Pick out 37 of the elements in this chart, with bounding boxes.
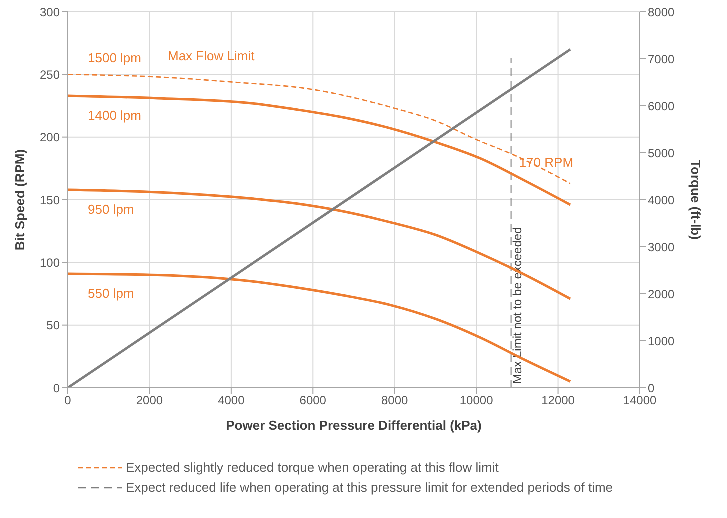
y-tick-label: 100: [40, 256, 60, 270]
y-tick-label: 300: [40, 5, 60, 20]
y2-tick-label: 7000: [648, 52, 676, 66]
x-tick-label: 2000: [136, 394, 164, 408]
y-tick-label: 50: [46, 318, 60, 333]
x-tick-label: 8000: [382, 394, 409, 408]
series-label: 1400 lpm: [88, 108, 142, 123]
y2-tick-label: 0: [648, 381, 655, 396]
line-series: [68, 94, 572, 206]
x-axis-title: Power Section Pressure Differential (kPa): [226, 418, 482, 433]
text: Expect reduced life when operating at this pressure limit for extended periods of time: [126, 479, 614, 497]
series-label: 1500 lpm: [88, 50, 142, 66]
y2-tick-label: 8000: [648, 5, 676, 20]
y2-axis-title: Torque (ft-lb): [688, 160, 704, 240]
series-label: 950 lpm: [88, 202, 134, 217]
x-tick-label: 10000: [460, 394, 494, 408]
x-tick-label: 0: [64, 394, 72, 408]
y-tick-label: 0: [53, 381, 60, 396]
y-tick-label: 150: [40, 193, 60, 208]
y-axis-title: Bit Speed (RPM): [12, 149, 28, 251]
y2-tick-label: 4000: [648, 193, 676, 208]
y2-tick-label: 3000: [648, 240, 676, 254]
x-tick-label: 12000: [542, 394, 576, 408]
y2-tick-label: 1000: [648, 334, 676, 348]
x-tick-label: 14000: [623, 394, 658, 408]
y2-tick-label: 5000: [648, 146, 676, 160]
text: Expected slightly reduced torque when operating at this flow limit: [126, 459, 499, 477]
y-tick-label: 200: [40, 130, 60, 145]
x-tick-label: 6000: [300, 394, 327, 408]
series-label: 550 lpm: [88, 286, 134, 301]
line-series: [68, 74, 572, 184]
line-series: [68, 188, 572, 300]
y-tick-label: 250: [40, 68, 60, 82]
x-tick-label: 4000: [218, 394, 246, 408]
y2-tick-label: 2000: [648, 287, 676, 302]
annotation: Max Flow Limit: [168, 48, 256, 64]
y2-tick-label: 6000: [648, 99, 676, 114]
